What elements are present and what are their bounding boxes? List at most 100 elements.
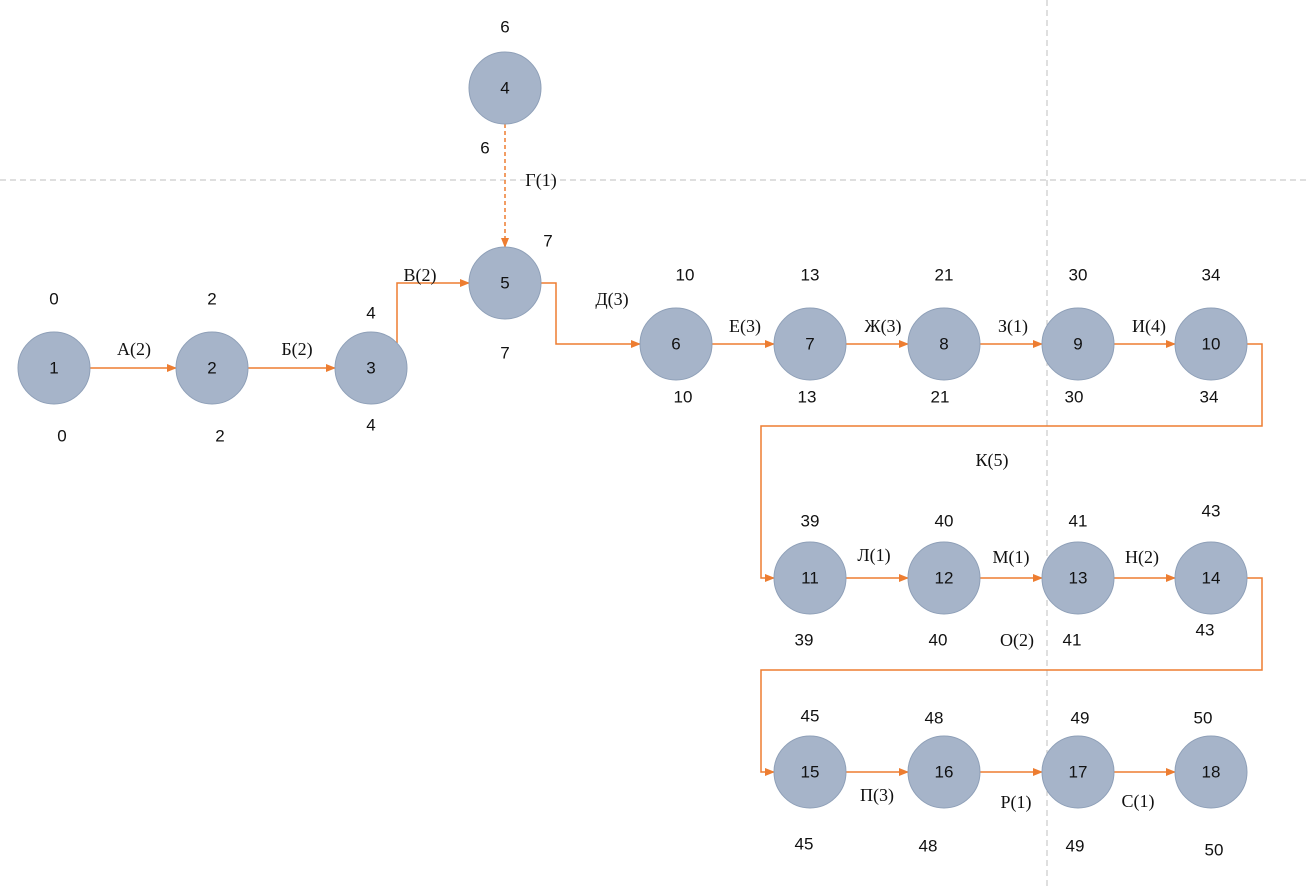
event-node-circle bbox=[1174, 307, 1248, 381]
event-number: 9 bbox=[1073, 335, 1082, 354]
activity-label-1-2: А(2) bbox=[117, 339, 151, 360]
activity-label-10-11: К(5) bbox=[976, 450, 1009, 471]
activity-label-17-18: С(1) bbox=[1122, 791, 1155, 812]
activity-label-12-13: М(1) bbox=[993, 547, 1030, 568]
event-number: 4 bbox=[500, 79, 509, 98]
event-node-8: 8 bbox=[907, 307, 981, 381]
arrow-10-11 bbox=[760, 343, 1263, 582]
event-node-10: 10 bbox=[1174, 307, 1248, 381]
arrow-5-6 bbox=[541, 282, 641, 348]
late-time-6: 10 bbox=[674, 388, 693, 407]
event-number: 8 bbox=[939, 335, 948, 354]
early-time-8: 21 bbox=[935, 266, 954, 285]
event-node-18: 18 bbox=[1174, 735, 1248, 809]
event-node-circle bbox=[175, 331, 249, 405]
late-time-5: 7 bbox=[500, 344, 509, 363]
late-time-12: 40 bbox=[929, 631, 948, 650]
event-node-circle bbox=[1041, 735, 1115, 809]
event-node-circle bbox=[1174, 541, 1248, 615]
event-number: 10 bbox=[1202, 335, 1221, 354]
event-node-circle bbox=[17, 331, 91, 405]
event-node-13: 13 bbox=[1041, 541, 1115, 615]
event-number: 7 bbox=[805, 335, 814, 354]
late-time-14: 43 bbox=[1196, 621, 1215, 640]
event-node-6: 6 bbox=[639, 307, 713, 381]
event-number: 5 bbox=[500, 274, 509, 293]
event-node-7: 7 bbox=[773, 307, 847, 381]
early-time-11: 39 bbox=[801, 512, 820, 531]
event-node-circle bbox=[773, 735, 847, 809]
early-time-2: 2 bbox=[207, 290, 216, 309]
arrow-14-15 bbox=[760, 577, 1263, 776]
late-time-16: 48 bbox=[919, 837, 938, 856]
event-node-circle bbox=[334, 331, 408, 405]
activity-label-5-6: Д(3) bbox=[595, 289, 628, 310]
event-node-2: 2 bbox=[175, 331, 249, 405]
event-node-11: 11 bbox=[773, 541, 847, 615]
late-time-7: 13 bbox=[798, 388, 817, 407]
event-node-16: 16 bbox=[907, 735, 981, 809]
event-node-14: 14 bbox=[1174, 541, 1248, 615]
event-node-circle bbox=[773, 307, 847, 381]
activity-label-3-5: В(2) bbox=[404, 265, 437, 286]
event-node-circle bbox=[468, 51, 542, 125]
early-time-5: 7 bbox=[543, 232, 552, 251]
event-number: 15 bbox=[801, 763, 820, 782]
event-number: 14 bbox=[1202, 569, 1221, 588]
event-node-1: 1 bbox=[17, 331, 91, 405]
event-node-circle bbox=[1174, 735, 1248, 809]
late-time-9: 30 bbox=[1065, 388, 1084, 407]
late-time-4: 6 bbox=[480, 139, 489, 158]
early-time-6: 10 bbox=[676, 266, 695, 285]
early-time-18: 50 bbox=[1194, 709, 1213, 728]
edges-layer bbox=[90, 124, 1263, 776]
late-time-11: 39 bbox=[795, 631, 814, 650]
late-time-3: 4 bbox=[366, 416, 375, 435]
late-time-18: 50 bbox=[1205, 841, 1224, 860]
event-number: 6 bbox=[671, 335, 680, 354]
event-number: 18 bbox=[1202, 763, 1221, 782]
event-node-circle bbox=[773, 541, 847, 615]
early-time-9: 30 bbox=[1069, 266, 1088, 285]
early-time-12: 40 bbox=[935, 512, 954, 531]
activity-label-16-17: Р(1) bbox=[1001, 792, 1032, 813]
early-time-16: 48 bbox=[925, 709, 944, 728]
event-node-9: 9 bbox=[1041, 307, 1115, 381]
activity-label-13-14: Н(2) bbox=[1125, 547, 1159, 568]
event-number: 13 bbox=[1069, 569, 1088, 588]
event-number: 11 bbox=[801, 569, 819, 588]
event-node-circle bbox=[1041, 541, 1115, 615]
event-number: 16 bbox=[935, 763, 954, 782]
arrow-3-5 bbox=[396, 279, 470, 343]
event-node-4: 4 bbox=[468, 51, 542, 125]
early-time-4: 6 bbox=[500, 18, 509, 37]
event-number: 12 bbox=[935, 569, 954, 588]
event-node-circle bbox=[639, 307, 713, 381]
activity-label-9-10: И(4) bbox=[1132, 316, 1166, 337]
event-node-circle bbox=[907, 735, 981, 809]
activity-label-7-8: Ж(3) bbox=[864, 316, 901, 337]
early-time-15: 45 bbox=[801, 707, 820, 726]
late-time-15: 45 bbox=[795, 835, 814, 854]
late-time-2: 2 bbox=[215, 427, 224, 446]
activity-label-6-7: Е(3) bbox=[729, 316, 761, 337]
event-number: 3 bbox=[366, 359, 375, 378]
late-time-10: 34 bbox=[1200, 388, 1219, 407]
early-time-14: 43 bbox=[1202, 502, 1221, 521]
activity-label-11-12: Л(1) bbox=[857, 545, 890, 566]
early-time-1: 0 bbox=[49, 290, 58, 309]
late-time-13: 41 bbox=[1063, 631, 1082, 650]
activity-label-4-5: Г(1) bbox=[525, 170, 556, 191]
late-time-1: 0 bbox=[57, 427, 66, 446]
late-time-17: 49 bbox=[1066, 837, 1085, 856]
activity-label-2-3: Б(2) bbox=[281, 339, 312, 360]
event-number: 2 bbox=[207, 359, 216, 378]
late-time-8: 21 bbox=[931, 388, 950, 407]
event-node-3: 3 bbox=[334, 331, 408, 405]
activity-label-8-9: З(1) bbox=[998, 316, 1028, 337]
event-node-17: 17 bbox=[1041, 735, 1115, 809]
event-node-circle bbox=[907, 541, 981, 615]
event-node-circle bbox=[1041, 307, 1115, 381]
